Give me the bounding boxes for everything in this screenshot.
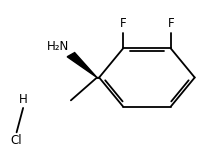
Text: F: F [120, 17, 126, 30]
Text: H: H [19, 93, 28, 106]
Polygon shape [67, 53, 97, 78]
Text: Cl: Cl [11, 134, 22, 147]
Text: H₂N: H₂N [46, 40, 69, 53]
Text: F: F [167, 17, 174, 30]
